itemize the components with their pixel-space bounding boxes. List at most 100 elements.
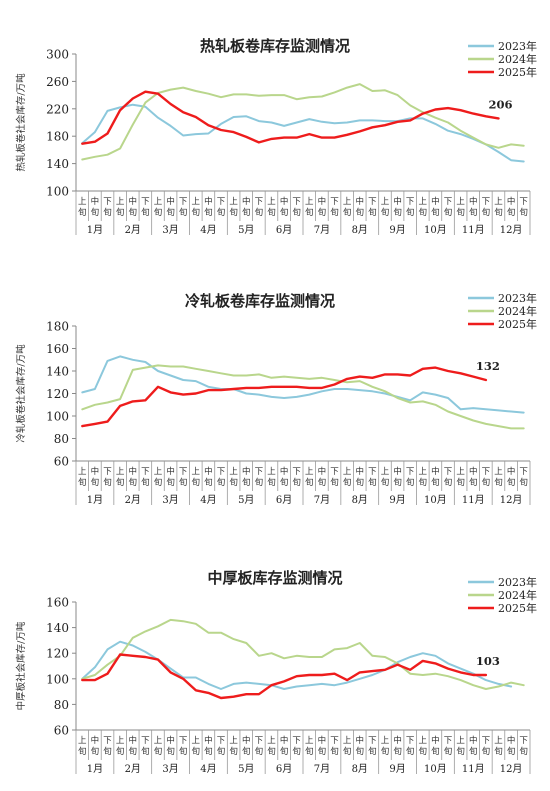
x-period-label: 旬	[482, 477, 491, 488]
x-period-label: 下	[217, 467, 226, 477]
x-month-label: 8月	[352, 494, 368, 506]
x-month-label: 4月	[200, 224, 216, 236]
x-period-label: 中	[393, 735, 402, 746]
x-period-label: 旬	[179, 477, 188, 488]
x-period-label: 中	[91, 196, 100, 207]
y-tick-label: 160	[46, 596, 69, 610]
x-period-label: 旬	[355, 746, 364, 757]
x-period-label: 旬	[456, 746, 465, 757]
x-period-label: 上	[78, 736, 87, 746]
x-period-label: 旬	[91, 207, 100, 218]
x-period-label: 旬	[343, 746, 352, 757]
x-period-label: 旬	[280, 207, 289, 218]
x-period-label: 旬	[330, 207, 339, 218]
x-period-label: 中	[393, 196, 402, 207]
x-period-label: 下	[368, 197, 377, 207]
x-period-label: 下	[444, 197, 453, 207]
x-period-label: 下	[482, 197, 491, 207]
x-period-label: 下	[103, 467, 112, 477]
x-period-label: 旬	[469, 746, 478, 757]
x-period-label: 上	[343, 467, 352, 477]
series-line-2025年	[81, 366, 488, 428]
x-period-label: 旬	[444, 207, 453, 218]
x-period-label: 旬	[179, 207, 188, 218]
x-period-label: 上	[456, 467, 465, 477]
x-period-label: 旬	[166, 207, 175, 218]
y-tick-label: 100	[46, 672, 69, 686]
x-month-label: 12月	[500, 494, 523, 506]
x-period-label: 下	[292, 197, 301, 207]
y-tick-label: 140	[46, 621, 69, 635]
x-period-label: 旬	[431, 746, 440, 757]
x-period-label: 旬	[78, 477, 87, 488]
x-period-label: 旬	[381, 207, 390, 218]
x-month-label: 11月	[462, 763, 485, 775]
x-period-label: 上	[456, 197, 465, 207]
x-period-label: 中	[204, 735, 213, 746]
x-period-label: 旬	[128, 746, 137, 757]
x-period-label: 旬	[507, 207, 516, 218]
series-line-2024年	[81, 618, 525, 690]
x-month-label: 6月	[276, 763, 292, 775]
x-period-label: 旬	[368, 746, 377, 757]
x-period-label: 旬	[192, 477, 201, 488]
y-tick-label: 140	[46, 157, 69, 171]
x-period-label: 上	[494, 736, 503, 746]
x-period-label: 旬	[91, 477, 100, 488]
last-value-label: 103	[476, 654, 500, 668]
x-period-label: 下	[217, 197, 226, 207]
x-period-label: 旬	[103, 477, 112, 488]
x-month-label: 4月	[200, 763, 216, 775]
x-period-label: 旬	[355, 207, 364, 218]
x-period-label: 旬	[292, 477, 301, 488]
x-month-label: 10月	[424, 224, 447, 236]
x-month-label: 5月	[238, 763, 254, 775]
x-month-label: 6月	[276, 494, 292, 506]
x-period-label: 中	[128, 466, 137, 477]
x-period-label: 上	[267, 467, 276, 477]
legend-label: 2024年	[498, 588, 537, 602]
x-period-label: 旬	[431, 477, 440, 488]
x-period-label: 旬	[318, 746, 327, 757]
x-month-label: 3月	[162, 763, 178, 775]
x-period-label: 旬	[305, 207, 314, 218]
x-period-label: 上	[494, 467, 503, 477]
x-period-label: 中	[431, 196, 440, 207]
x-month-label: 1月	[87, 224, 103, 236]
last-value-label: 206	[488, 97, 512, 111]
x-month-label: 2月	[125, 763, 141, 775]
x-period-label: 中	[242, 466, 251, 477]
x-month-label: 6月	[276, 224, 292, 236]
last-value-label: 132	[476, 359, 500, 373]
x-period-label: 旬	[482, 207, 491, 218]
x-period-label: 旬	[255, 477, 264, 488]
x-period-label: 旬	[217, 746, 226, 757]
x-period-label: 旬	[154, 746, 163, 757]
x-period-label: 下	[368, 467, 377, 477]
y-tick-label: 140	[46, 365, 69, 379]
x-period-label: 中	[355, 735, 364, 746]
x-period-label: 上	[78, 197, 87, 207]
x-period-label: 中	[469, 196, 478, 207]
x-period-label: 旬	[343, 207, 352, 218]
x-period-label: 中	[507, 735, 516, 746]
x-period-label: 旬	[318, 477, 327, 488]
x-period-label: 旬	[292, 207, 301, 218]
x-month-label: 12月	[500, 224, 523, 236]
y-tick-label: 120	[46, 647, 69, 661]
x-period-label: 旬	[393, 207, 402, 218]
x-period-label: 旬	[267, 477, 276, 488]
x-period-label: 上	[267, 736, 276, 746]
x-period-label: 旬	[368, 207, 377, 218]
x-period-label: 下	[141, 467, 150, 477]
x-period-label: 旬	[419, 477, 428, 488]
x-period-label: 上	[116, 197, 125, 207]
series-line-2025年	[81, 90, 500, 145]
x-period-label: 旬	[280, 746, 289, 757]
x-period-label: 上	[419, 736, 428, 746]
x-period-label: 旬	[444, 477, 453, 488]
x-period-label: 旬	[343, 477, 352, 488]
